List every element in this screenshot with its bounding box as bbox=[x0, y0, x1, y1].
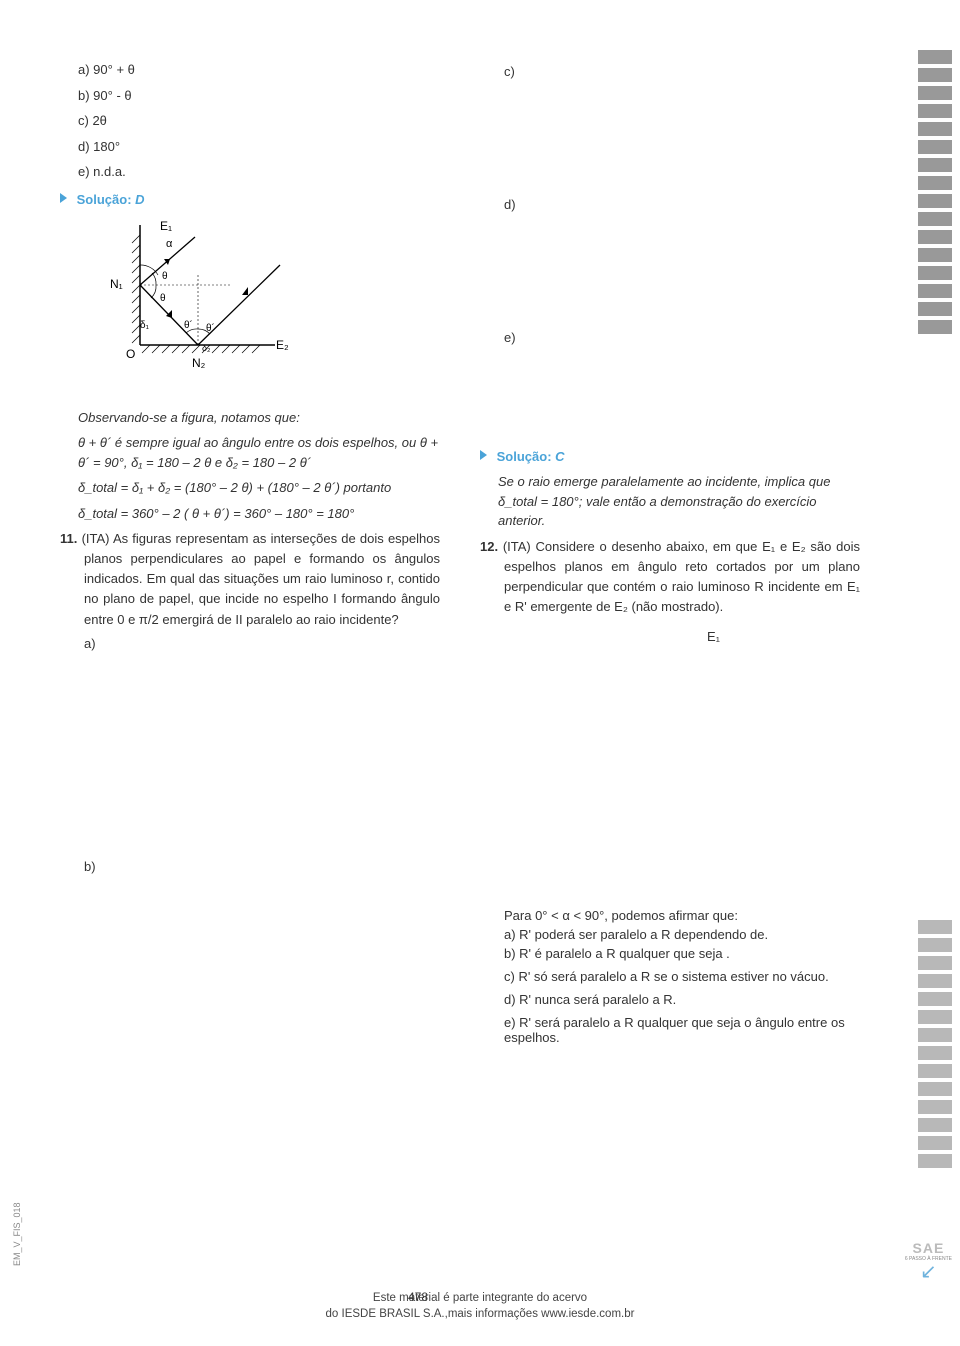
tab bbox=[918, 302, 952, 316]
mirror-diagram: E₁ E₂ N₁ N₂ O α θ θ δ₁ θ´ θ´ δ₂ bbox=[80, 215, 440, 398]
solution-heading-11: Solução: C bbox=[480, 449, 860, 464]
svg-text:N₂: N₂ bbox=[192, 356, 206, 370]
q12-d: d) R' nunca será paralelo a R. bbox=[480, 992, 860, 1007]
tab bbox=[918, 1118, 952, 1132]
footer-text: Este material é parte integrante do acer… bbox=[0, 1290, 960, 1322]
q11-num: 11. bbox=[60, 531, 77, 546]
q12-a: a) R' poderá ser paralelo a R dependendo… bbox=[480, 927, 860, 942]
tab bbox=[918, 176, 952, 190]
side-code: EM_V_FIS_018 bbox=[12, 1202, 22, 1266]
tab bbox=[918, 1154, 952, 1168]
question-12: 12. (ITA) Considere o desenho abaixo, em… bbox=[480, 537, 860, 618]
tab bbox=[918, 992, 952, 1006]
tab bbox=[918, 140, 952, 154]
sol11-text: Se o raio emerge paralelamente ao incide… bbox=[498, 472, 860, 531]
tab bbox=[918, 68, 952, 82]
sol-label: Solução: bbox=[77, 192, 132, 207]
svg-text:N₁: N₁ bbox=[110, 277, 123, 291]
tab bbox=[918, 1136, 952, 1150]
opt-a: a) 90° + θ bbox=[60, 60, 440, 80]
opt-d: d) 180° bbox=[60, 137, 440, 157]
q11-c: c) bbox=[480, 64, 860, 79]
svg-text:θ: θ bbox=[160, 293, 166, 304]
q12-lead: Para 0° < α < 90°, podemos afirmar que: bbox=[480, 908, 860, 923]
q11-body: (ITA) As figuras representam as interseç… bbox=[82, 531, 440, 627]
tab bbox=[918, 248, 952, 262]
sol-letter: D bbox=[132, 192, 145, 207]
sol-line1: θ + θ´ é sempre igual ao ângulo entre os… bbox=[78, 433, 440, 472]
tab bbox=[918, 1010, 952, 1024]
q12-e1-label: E₁ bbox=[480, 629, 860, 644]
tab bbox=[918, 230, 952, 244]
sol-letter-11: C bbox=[552, 449, 565, 464]
tab bbox=[918, 956, 952, 970]
question-11: 11. (ITA) As figuras representam as inte… bbox=[60, 529, 440, 630]
tab bbox=[918, 122, 952, 136]
sae-text: SAE bbox=[905, 1240, 952, 1256]
sol-label-11: Solução: bbox=[497, 449, 552, 464]
sol-line2: δ_total = δ₁ + δ₂ = (180° – 2 θ) + (180°… bbox=[78, 478, 440, 498]
svg-text:E₁: E₁ bbox=[160, 219, 172, 233]
tab bbox=[918, 194, 952, 208]
opt-b: b) 90° - θ bbox=[60, 86, 440, 106]
tab bbox=[918, 320, 952, 334]
triangle-icon bbox=[480, 450, 487, 460]
q11-d: d) bbox=[480, 197, 860, 212]
tab bbox=[918, 266, 952, 280]
tab bbox=[918, 1100, 952, 1114]
footer-l2: do IESDE BRASIL S.A.,mais informações ww… bbox=[326, 1308, 635, 1320]
side-tabs-lower bbox=[918, 920, 952, 1172]
tab bbox=[918, 104, 952, 118]
tab bbox=[918, 974, 952, 988]
solution-heading-10: Solução: D bbox=[60, 192, 440, 207]
q11-e: e) bbox=[480, 330, 860, 345]
q11-a: a) bbox=[60, 636, 440, 651]
svg-text:θ´: θ´ bbox=[206, 322, 215, 334]
svg-text:θ: θ bbox=[162, 271, 168, 282]
tab bbox=[918, 212, 952, 226]
tab bbox=[918, 920, 952, 934]
opt-e: e) n.d.a. bbox=[60, 162, 440, 182]
tab bbox=[918, 50, 952, 64]
tab bbox=[918, 1082, 952, 1096]
opt-c: c) 2θ bbox=[60, 111, 440, 131]
q12-c: c) R' só será paralelo a R se o sistema … bbox=[480, 969, 860, 984]
svg-text:E₂: E₂ bbox=[276, 338, 289, 352]
tab bbox=[918, 158, 952, 172]
triangle-icon bbox=[60, 193, 67, 203]
side-tabs bbox=[918, 50, 952, 338]
svg-text:α: α bbox=[166, 238, 173, 250]
arrow-icon: ↙ bbox=[905, 1268, 952, 1276]
tab bbox=[918, 1046, 952, 1060]
sol-line3: δ_total = 360° – 2 ( θ + θ´) = 360° – 18… bbox=[78, 504, 440, 524]
q12-body: (ITA) Considere o desenho abaixo, em que… bbox=[503, 539, 860, 614]
q12-b: b) R' é paralelo a R qualquer que seja . bbox=[480, 946, 860, 961]
tab bbox=[918, 938, 952, 952]
q12-num: 12. bbox=[480, 539, 498, 554]
tab bbox=[918, 1064, 952, 1078]
tab bbox=[918, 284, 952, 298]
svg-text:δ₁: δ₁ bbox=[140, 320, 150, 331]
svg-text:O: O bbox=[126, 347, 135, 361]
tab bbox=[918, 1028, 952, 1042]
svg-text:θ´: θ´ bbox=[184, 319, 193, 331]
svg-text:δ₂: δ₂ bbox=[202, 343, 211, 353]
sae-logo: SAE 6 PASSO À FRENTE ↙ bbox=[905, 1240, 952, 1276]
obs-line: Observando-se a figura, notamos que: bbox=[78, 408, 440, 428]
tab bbox=[918, 86, 952, 100]
q11-b: b) bbox=[60, 859, 440, 874]
q12-e: e) R' será paralelo a R qualquer que sej… bbox=[480, 1015, 860, 1045]
footer-l1: Este material é parte integrante do acer… bbox=[373, 1292, 587, 1304]
